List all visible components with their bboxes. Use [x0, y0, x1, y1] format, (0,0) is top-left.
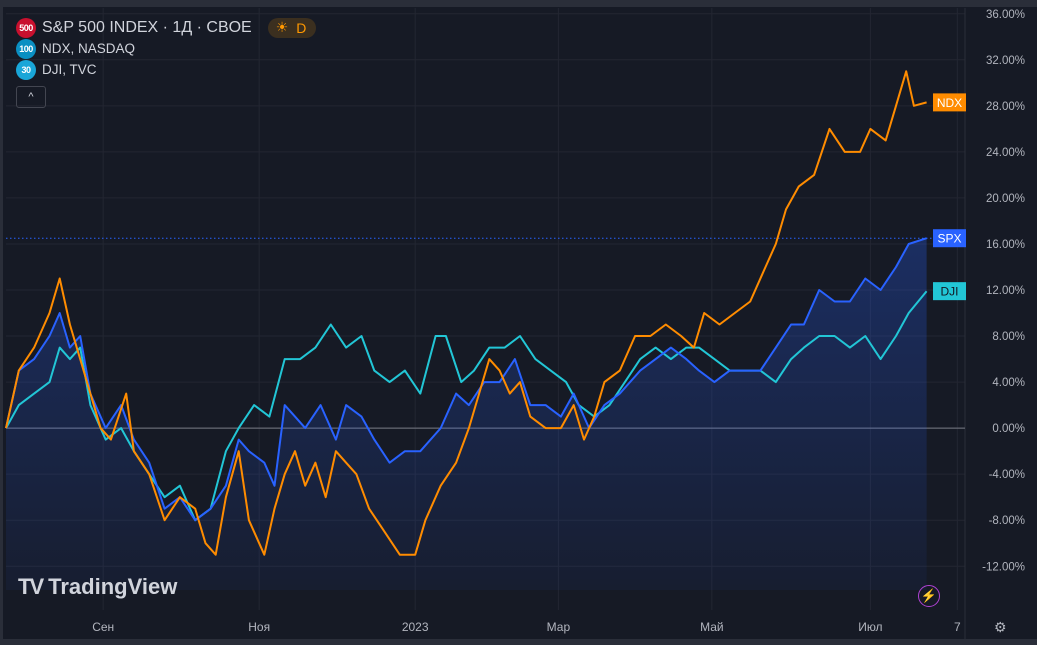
y-tick-label: -8.00%	[989, 515, 1025, 527]
y-tick-label: 24.00%	[986, 147, 1025, 159]
series-label-bg-dji	[933, 282, 966, 301]
y-tick-label: 28.00%	[986, 101, 1025, 113]
session-badge[interactable]: ☀ D	[267, 17, 317, 38]
legend: 500 S&P 500 INDEX · 1Д · CBOE ☀ D 100 ND…	[16, 17, 317, 108]
lightning-icon[interactable]: ⚡	[918, 585, 940, 607]
series-label-spx: SPX	[937, 232, 961, 246]
y-tick-label: 36.00%	[986, 9, 1025, 21]
ndx-badge-icon: 100	[16, 38, 36, 59]
series-label-bg-ndx	[933, 93, 966, 112]
x-tick-label: Ноя	[248, 620, 270, 634]
ndx-title[interactable]: NDX, NASDAQ	[42, 41, 136, 56]
y-tick-label: 32.00%	[986, 55, 1025, 67]
dji-badge-icon: 30	[16, 59, 36, 80]
y-tick-label: 16.00%	[986, 239, 1025, 251]
series-label-bg-spx	[933, 229, 966, 248]
dji-title[interactable]: DJI, TVC	[42, 62, 97, 77]
tradingview-logo: TV TradingView	[18, 574, 177, 600]
y-tick-label: 20.00%	[986, 193, 1025, 205]
tradingview-name: TradingView	[48, 574, 178, 599]
x-tick-label: Май	[700, 620, 724, 634]
x-tick-label: 2023	[402, 620, 429, 634]
sun-icon: ☀	[275, 19, 289, 35]
y-tick-label: 4.00%	[992, 377, 1025, 389]
series-line-spx	[5, 237, 927, 522]
chevron-up-icon: ^	[28, 91, 34, 103]
y-tick-label: 8.00%	[992, 331, 1025, 343]
session-label: D	[296, 19, 307, 36]
x-tick-label: Мар	[547, 620, 571, 634]
collapse-legend-button[interactable]: ^	[16, 86, 46, 108]
main-series-title[interactable]: S&P 500 INDEX · 1Д · CBOE	[42, 18, 252, 36]
x-tick-label: Июл	[858, 620, 882, 634]
y-tick-label: 12.00%	[986, 285, 1025, 297]
y-tick-label: -12.00%	[982, 561, 1025, 573]
x-tick-label: Сен	[92, 620, 114, 634]
tradingview-logo-icon: TV	[18, 574, 44, 599]
legend-main-series[interactable]: 500 S&P 500 INDEX · 1Д · CBOE ☀ D	[16, 17, 317, 38]
y-tick-label: 0.00%	[992, 423, 1025, 435]
series-line-ndx	[5, 70, 927, 556]
x-tick-label: 7	[954, 620, 961, 634]
legend-compare-dji[interactable]: 30 DJI, TVC	[16, 59, 316, 80]
spx-area-fill	[6, 238, 927, 590]
y-tick-label: -4.00%	[989, 469, 1025, 481]
spx-badge-icon: 500	[16, 17, 36, 38]
settings-icon[interactable]: ⚙	[994, 619, 1007, 635]
legend-compare-ndx[interactable]: 100 NDX, NASDAQ	[16, 38, 316, 59]
series-label-dji: DJI	[941, 285, 959, 299]
series-label-ndx: NDX	[937, 96, 962, 110]
